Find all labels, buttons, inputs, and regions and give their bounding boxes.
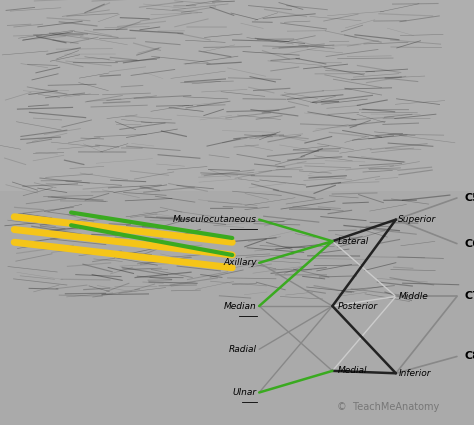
Text: Musculocutaneous: Musculocutaneous	[173, 215, 257, 224]
Text: Middle: Middle	[398, 292, 428, 301]
Text: Medial: Medial	[337, 366, 367, 375]
Text: ©  TeachMeAnatomy: © TeachMeAnatomy	[337, 402, 440, 412]
Text: Lateral: Lateral	[337, 237, 369, 246]
Text: Inferior: Inferior	[398, 369, 431, 378]
Text: Ulnar: Ulnar	[233, 388, 257, 397]
Bar	[0, 0, 474, 191]
Text: C6: C6	[464, 238, 474, 249]
Text: Axillary: Axillary	[223, 258, 257, 267]
Text: Superior: Superior	[398, 215, 437, 224]
Text: C8: C8	[464, 351, 474, 362]
Text: C5: C5	[464, 193, 474, 203]
Text: Radial: Radial	[229, 345, 257, 354]
Text: Posterior: Posterior	[337, 302, 377, 311]
Text: C7: C7	[464, 292, 474, 301]
Text: Median: Median	[224, 302, 257, 311]
